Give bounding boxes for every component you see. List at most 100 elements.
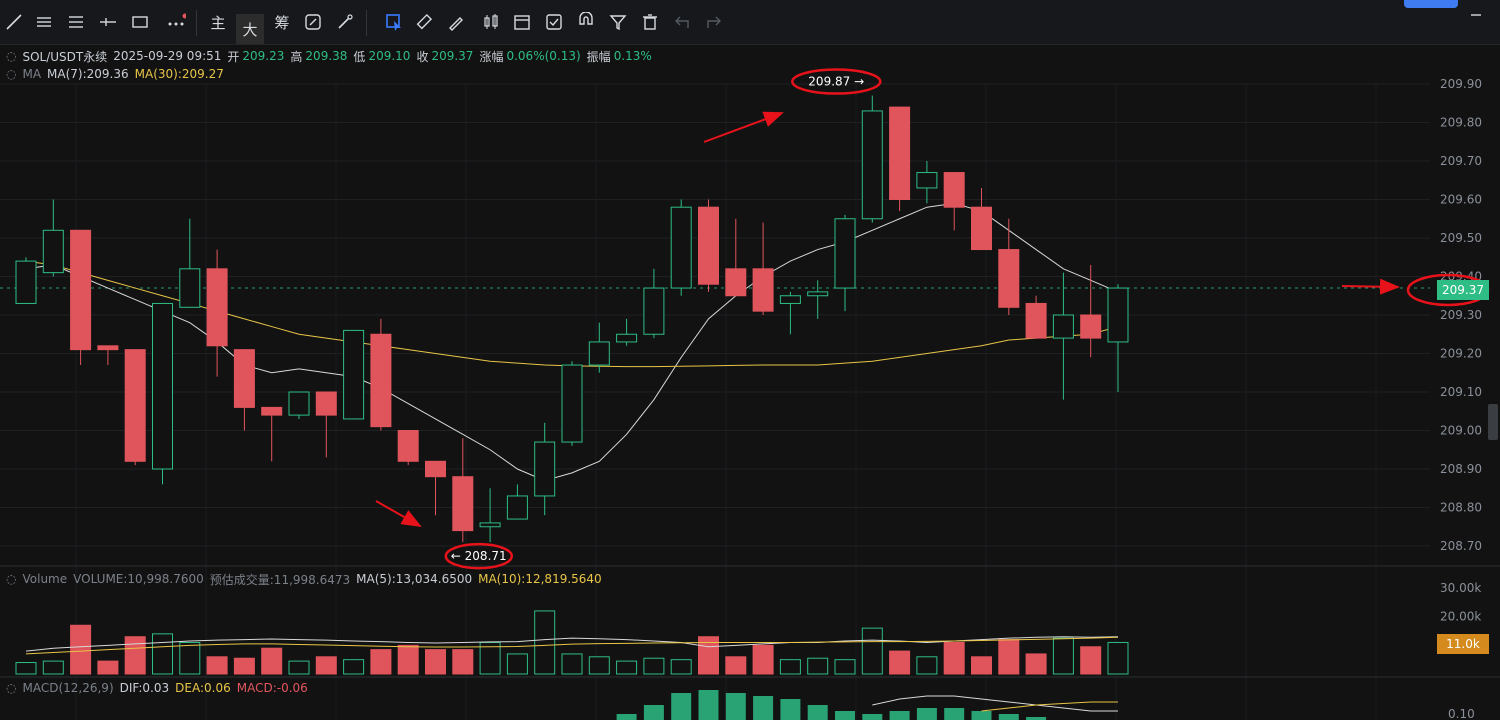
volume-label: Volume: [22, 572, 68, 586]
macd-bar: [698, 690, 719, 720]
price-axis-tick: 209.30: [1440, 308, 1482, 322]
price-axis-tick: 209.10: [1440, 385, 1482, 399]
more-tools-icon[interactable]: [164, 0, 188, 44]
bull-candle: [588, 341, 610, 366]
volume-tag: 11.0k: [1437, 634, 1489, 654]
change-label: 涨幅: [479, 49, 504, 64]
bull-candle: [807, 291, 829, 297]
price-axis-tick: 209.20: [1440, 347, 1482, 361]
macd-bar: [998, 714, 1019, 720]
bull-candle: [834, 218, 856, 289]
bull-candle: [643, 287, 665, 335]
kline-chart[interactable]: 209.90209.80209.70209.60209.50209.40209.…: [0, 44, 1500, 720]
amp-value: 0.13%: [613, 49, 652, 63]
filter-icon[interactable]: [608, 0, 628, 44]
high-marker-circle: [791, 68, 882, 95]
magic-tool-icon[interactable]: [334, 0, 356, 44]
low-arrow: [375, 500, 422, 527]
bear-candle: [725, 268, 747, 297]
bear-candle: [124, 349, 146, 462]
crosshair-tool-icon[interactable]: [98, 0, 118, 44]
volume-bar: [916, 656, 938, 675]
bell-icon[interactable]: ◌: [6, 572, 17, 586]
price-axis-tick: 208.80: [1440, 501, 1482, 515]
rectangle-tool-icon[interactable]: [130, 0, 150, 44]
macd-bar: [944, 708, 965, 720]
candle-type-icon[interactable]: [480, 0, 502, 44]
macd-bar: [916, 708, 937, 720]
volume-bar: [370, 649, 392, 675]
undo-icon[interactable]: [672, 0, 692, 44]
estimated-volume: 预估成交量:11,998.6473: [209, 572, 351, 587]
volume-bar: [861, 627, 883, 675]
main-indicator-tab[interactable]: 主: [210, 13, 226, 32]
volume-bar: [288, 660, 310, 675]
bell-icon[interactable]: ◌: [6, 67, 17, 81]
chips-tab[interactable]: 筹: [274, 13, 290, 32]
ruler-icon[interactable]: [414, 0, 434, 44]
bell-icon[interactable]: ◌: [6, 681, 17, 695]
volume-bar: [70, 624, 92, 675]
low-value: 209.10: [368, 49, 411, 63]
trash-icon[interactable]: [640, 0, 660, 44]
change-value: 0.06%(0.13): [506, 49, 581, 63]
pane-collapse-handle[interactable]: [1488, 404, 1498, 440]
volume-bar: [779, 659, 801, 675]
volume-bar: [588, 656, 610, 675]
volume-bar: [425, 649, 446, 675]
bull-candle: [42, 229, 64, 274]
volume-bar: [616, 660, 638, 675]
bull-candle: [343, 329, 365, 420]
bear-candle: [1025, 302, 1047, 339]
bear-candle: [261, 406, 283, 416]
volume-legend: ◌ Volume VOLUME:10,998.7600 预估成交量:11,998…: [6, 571, 608, 587]
macd-bar: [835, 711, 855, 720]
price-axis-tick: 208.70: [1440, 539, 1482, 553]
calendar-icon[interactable]: [512, 0, 532, 44]
cursor-select-icon[interactable]: [384, 0, 404, 44]
hline-tool-icon[interactable]: [34, 0, 54, 44]
parallel-tool-icon[interactable]: [66, 0, 86, 44]
redo-icon[interactable]: [704, 0, 724, 44]
bear-candle: [752, 268, 774, 312]
price-axis-tick: 209.60: [1440, 193, 1482, 207]
bear-candle: [315, 391, 337, 416]
large-chart-tab[interactable]: 大: [236, 14, 264, 44]
magnet-icon[interactable]: [576, 0, 596, 44]
volume-bar: [1025, 653, 1047, 675]
volume-bar: [834, 659, 856, 675]
macd-value: MACD:-0.06: [236, 681, 308, 695]
high-arrow: [703, 111, 784, 143]
volume-bar: [1052, 637, 1074, 675]
volume-bar: [452, 649, 474, 675]
bear-candle: [70, 229, 92, 351]
high-value: 209.38: [305, 49, 348, 63]
volume-bar: [807, 657, 829, 675]
bell-icon[interactable]: ◌: [6, 49, 17, 63]
bull-candle: [561, 364, 583, 443]
bear-candle: [397, 430, 419, 462]
bull-candle: [670, 206, 692, 289]
datetime-label: 2025-09-29 09:51: [113, 49, 222, 63]
volume-bar: [534, 610, 556, 675]
dif-value: DIF:0.03: [119, 681, 170, 695]
edit-drawing-icon[interactable]: [302, 0, 324, 44]
bull-candle: [479, 522, 501, 528]
price-axis-tick: 209.70: [1440, 154, 1482, 168]
volume-bar: [152, 633, 173, 675]
macd-histogram: [616, 690, 1118, 720]
volume-bar: [97, 660, 119, 675]
volume-bar: [670, 659, 692, 675]
fullscreen-icon[interactable]: [1466, 0, 1486, 44]
version-badge[interactable]: [1404, 0, 1458, 8]
checkbox-edit-icon[interactable]: [544, 0, 564, 44]
vol-ma5-line: [25, 636, 1119, 652]
volume-bar: [506, 653, 528, 675]
line-tool-icon[interactable]: [4, 0, 24, 44]
grid: [0, 83, 1500, 720]
volume-bar: [1080, 646, 1102, 675]
volume-bar: [206, 656, 228, 675]
chart-toolbar: 主 大 筹: [0, 0, 1500, 45]
brush-icon[interactable]: [446, 0, 466, 44]
bear-candle: [206, 268, 228, 347]
